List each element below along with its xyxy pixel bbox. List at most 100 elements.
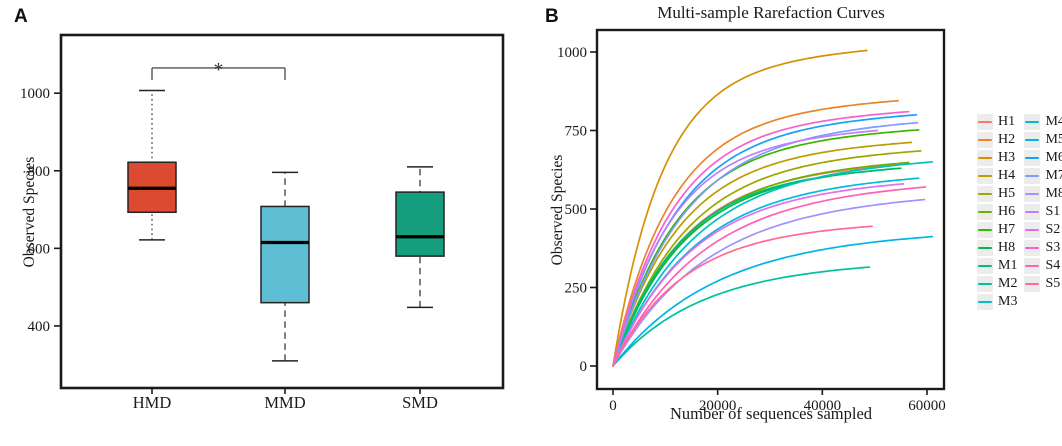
curve-S2 — [612, 183, 905, 367]
legend-swatch-M6 — [1025, 156, 1040, 160]
box-HMD — [127, 89, 177, 241]
legend-label-M5: M5 — [1045, 132, 1062, 147]
legend-key-M7 — [1024, 168, 1041, 184]
legend-item-M5: M5 — [1024, 131, 1062, 149]
y-tick-label: 1000 — [20, 86, 50, 102]
panel-a-border — [59, 33, 505, 390]
curve-H5 — [612, 150, 922, 367]
legend-item-M3: M3 — [977, 293, 1017, 311]
legend-key-H7 — [977, 222, 993, 238]
legend-swatch-H8 — [978, 246, 992, 250]
x-tick-label: 20000 — [699, 398, 737, 414]
legend-label-M7: M7 — [1045, 168, 1062, 183]
legend-item-M7: M7 — [1024, 167, 1062, 185]
y-tick-label: 750 — [565, 124, 588, 140]
legend-label-H6: H6 — [998, 204, 1016, 219]
y-tick-label: 800 — [28, 164, 51, 180]
legend-swatch-S1 — [1025, 210, 1040, 214]
legend-swatch-S5 — [1025, 282, 1040, 286]
legend-swatch-M4 — [1025, 120, 1040, 124]
legend-item-H5: H5 — [977, 185, 1017, 203]
legend-item-M8: M8 — [1024, 185, 1062, 203]
legend-key-H8 — [977, 240, 993, 256]
significance-star: * — [214, 59, 224, 81]
panel-b-line-chart: 0 20000 40000 60000 0 250 500 750 1000 — [557, 28, 946, 414]
panel-a-boxplot: 400 600 800 1000 HMD MMD SMD * — [20, 33, 505, 412]
legend-key-H4 — [977, 168, 993, 184]
legend-label-M2: M2 — [998, 276, 1018, 291]
panel-a-label: A — [14, 6, 28, 27]
legend-swatch-M1 — [978, 264, 992, 268]
legend-key-H2 — [977, 132, 993, 148]
x-tick-label: 0 — [609, 398, 617, 414]
legend-label-H7: H7 — [998, 222, 1016, 237]
legend-item-S4: S4 — [1024, 257, 1062, 275]
y-tick-label: 400 — [28, 319, 51, 335]
curve-S5 — [612, 225, 873, 367]
legend-item-M4: M4 — [1024, 113, 1062, 131]
curve-M3 — [612, 161, 934, 367]
legend-swatch-M5 — [1025, 138, 1040, 142]
curve-S1 — [612, 129, 879, 367]
panel-b-label: B — [545, 6, 559, 27]
legend-label-M3: M3 — [998, 294, 1018, 309]
curve-M8 — [612, 198, 926, 367]
legend: H1 H2 H3 H4 H5 H6 H7 H8 M1 M2 M3 M4 M5 M6 M7 M8 S1 S2 S3 S4… — [977, 113, 1062, 311]
legend-item-S1: S1 — [1024, 203, 1062, 221]
panel-a-y-axis-label: Observed Species — [21, 156, 38, 268]
legend-label-M1: M1 — [998, 258, 1018, 273]
legend-label-S2: S2 — [1045, 222, 1061, 237]
y-tick-label: 600 — [28, 241, 51, 257]
legend-key-S5 — [1024, 276, 1041, 292]
legend-key-M5 — [1024, 132, 1041, 148]
legend-label-S4: S4 — [1045, 258, 1061, 273]
y-tick-label: 0 — [580, 359, 588, 375]
category-label: MMD — [264, 393, 305, 412]
legend-key-S2 — [1024, 222, 1041, 238]
legend-item-H2: H2 — [977, 131, 1017, 149]
legend-label-H3: H3 — [998, 150, 1016, 165]
legend-key-H5 — [977, 186, 993, 202]
legend-swatch-S2 — [1025, 228, 1040, 232]
legend-label-S1: S1 — [1045, 204, 1061, 219]
panel-b-x-axis-label: Number of sequences sampled — [669, 404, 873, 423]
legend-label-S5: S5 — [1045, 276, 1061, 291]
legend-item-S3: S3 — [1024, 239, 1062, 257]
legend-swatch-M3 — [978, 300, 992, 304]
iqr-box — [260, 205, 310, 304]
legend-item-M6: M6 — [1024, 149, 1062, 167]
legend-label-H8: H8 — [998, 240, 1016, 255]
legend-swatch-M8 — [1025, 192, 1040, 196]
iqr-box — [395, 191, 445, 257]
significance-bracket: * — [151, 59, 286, 81]
panel-b-y-axis-label: Observed Species — [549, 154, 566, 266]
legend-swatch-H5 — [978, 192, 992, 196]
curve-H4 — [612, 141, 913, 367]
curve-H2 — [612, 99, 900, 367]
curve-M2 — [612, 266, 871, 367]
legend-label-H1: H1 — [998, 114, 1016, 129]
legend-label-M4: M4 — [1045, 114, 1062, 129]
legend-swatch-H7 — [978, 228, 992, 232]
legend-swatch-H4 — [978, 174, 992, 178]
legend-swatch-H1 — [978, 120, 992, 124]
legend-item-S2: S2 — [1024, 221, 1062, 239]
legend-item-S5: S5 — [1024, 275, 1062, 293]
legend-swatch-H6 — [978, 210, 992, 214]
category-label: HMD — [133, 393, 172, 412]
curve-S3 — [612, 110, 910, 367]
legend-key-M3 — [977, 294, 993, 310]
legend-label-H4: H4 — [998, 168, 1016, 183]
box-SMD — [395, 166, 445, 309]
x-tick-label: 40000 — [804, 398, 842, 414]
legend-swatch-M2 — [978, 282, 992, 286]
legend-item-M1: M1 — [977, 257, 1017, 275]
panel-b-title: Multi-sample Rarefaction Curves — [657, 3, 885, 22]
legend-key-H6 — [977, 204, 993, 220]
legend-swatch-H3 — [978, 156, 992, 160]
legend-label-H5: H5 — [998, 186, 1016, 201]
legend-key-S1 — [1024, 204, 1041, 220]
box-MMD — [260, 171, 310, 362]
legend-label-M6: M6 — [1045, 150, 1062, 165]
